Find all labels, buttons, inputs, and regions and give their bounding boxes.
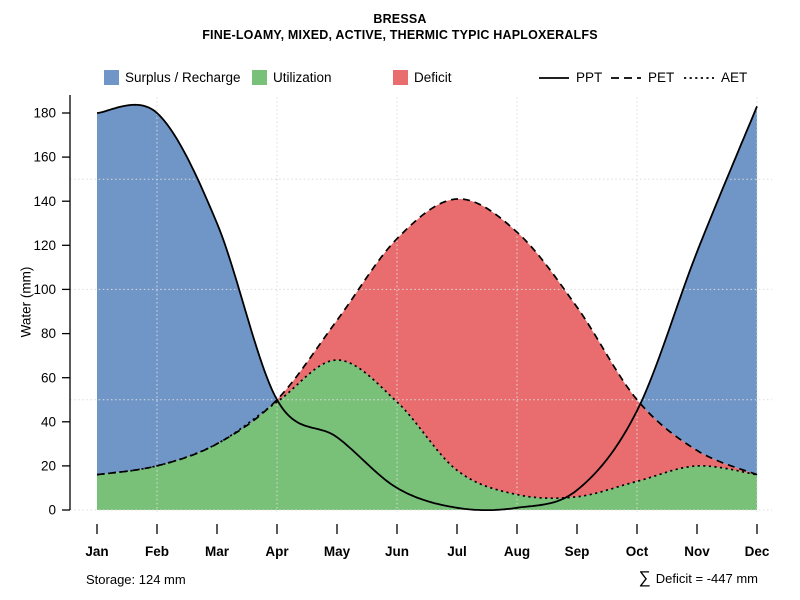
y-tick-label: 40 — [41, 414, 56, 429]
utilization-swatch-icon — [252, 70, 267, 85]
y-tick-label: 180 — [33, 106, 56, 121]
month-label: Apr — [265, 544, 289, 559]
deficit-text: Deficit = -447 mm — [655, 571, 758, 586]
chart-subtitle: FINE-LOAMY, MIXED, ACTIVE, THERMIC TYPIC… — [202, 28, 598, 42]
chart-title: BRESSA — [373, 12, 427, 26]
sigma-icon: ∑ — [638, 568, 651, 587]
ppt-line-icon — [539, 76, 569, 79]
month-label: Dec — [745, 544, 770, 559]
month-label: May — [324, 544, 351, 559]
deficit-note: ∑ Deficit = -447 mm — [639, 568, 758, 588]
month-label: Aug — [504, 544, 530, 559]
surplus-area — [97, 104, 757, 475]
month-label: Jun — [385, 544, 409, 559]
legend-item-utilization: Utilization — [252, 69, 332, 86]
surplus-swatch-icon — [104, 70, 119, 85]
legend-label-ppt: PPT — [576, 70, 603, 85]
legend-item-aet: AET — [683, 69, 747, 86]
month-label: Nov — [684, 544, 710, 559]
pet-line-icon — [611, 76, 641, 79]
legend-label-surplus: Surplus / Recharge — [125, 70, 241, 85]
legend-label-utilization: Utilization — [273, 70, 332, 85]
legend-label-pet: PET — [648, 70, 675, 85]
month-label: Jul — [447, 544, 467, 559]
y-tick-label: 80 — [41, 326, 56, 341]
y-tick-label: 0 — [48, 503, 56, 518]
deficit-swatch-icon — [393, 70, 408, 85]
month-label: Jan — [85, 544, 108, 559]
y-tick-label: 100 — [33, 282, 56, 297]
month-label: Mar — [205, 544, 230, 559]
legend-item-surplus: Surplus / Recharge — [104, 69, 241, 86]
storage-note: Storage: 124 mm — [86, 572, 186, 587]
legend-item-deficit: Deficit — [393, 69, 452, 86]
pet-curve — [96, 198, 758, 476]
legend-item-pet: PET — [610, 69, 674, 86]
legend-label-deficit: Deficit — [414, 70, 452, 85]
utilization-area — [97, 360, 757, 510]
y-tick-label: 120 — [33, 238, 56, 253]
legend-item-ppt: PPT — [538, 69, 602, 86]
month-label: Feb — [145, 544, 169, 559]
y-tick-label: 20 — [41, 459, 56, 474]
deficit-area — [97, 199, 757, 499]
y-tick-label: 60 — [41, 370, 56, 385]
ppt-curve — [96, 103, 758, 511]
month-label: Sep — [565, 544, 590, 559]
month-label: Oct — [626, 544, 649, 559]
y-tick-label: 140 — [33, 194, 56, 209]
y-tick-label: 160 — [33, 150, 56, 165]
legend-label-aet: AET — [721, 70, 748, 85]
